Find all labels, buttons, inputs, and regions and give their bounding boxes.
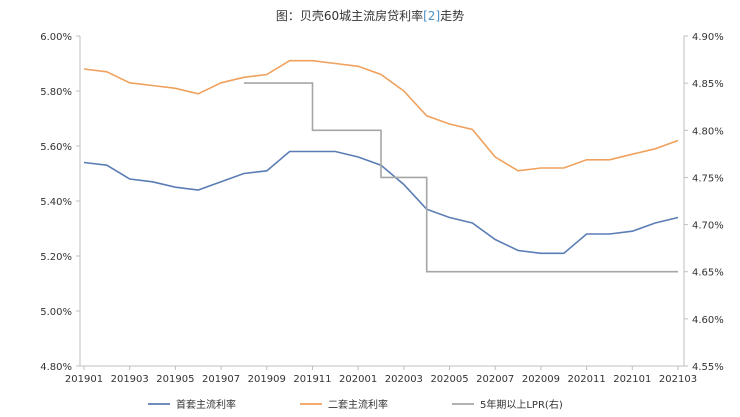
x-tick-label: 202103 (659, 374, 697, 385)
y-left-tick-label: 5.80% (40, 87, 72, 98)
series-line-2 (83, 59, 679, 172)
y-right-tick-label: 4.55% (692, 362, 724, 373)
chart-title: 图：贝壳60城主流房贷利率[2]走势 (276, 8, 464, 23)
legend-label-1: 首套主流利率 (176, 398, 236, 411)
x-tick-label: 202011 (568, 374, 606, 385)
y-left-tick-label: 6.00% (40, 32, 72, 43)
y-left-tick-label: 5.60% (40, 142, 72, 153)
chart-title-suffix: 走势 (440, 9, 464, 23)
x-tick-label: 201907 (202, 374, 240, 385)
chart-title-main: 图：贝壳60城主流房贷利率 (276, 8, 423, 23)
y-left-tick-label: 5.20% (40, 252, 72, 263)
x-tick-label: 202007 (476, 374, 514, 385)
y-left-tick-label: 5.00% (40, 307, 72, 318)
x-tick-label: 201901 (65, 374, 103, 385)
x-tick-label: 202005 (430, 374, 468, 385)
series-line-3 (243, 82, 678, 273)
y-right-tick-label: 4.75% (692, 173, 724, 184)
x-tick-label: 202003 (385, 374, 423, 385)
y-right-tick-label: 4.70% (692, 221, 724, 232)
x-tick-label: 201903 (111, 374, 149, 385)
x-tick-label: 201911 (293, 374, 331, 385)
y-right-tick-label: 4.65% (692, 268, 724, 279)
svg-text:图：贝壳60城主流房贷利率[2]走势: 图：贝壳60城主流房贷利率[2]走势 (276, 8, 464, 23)
y-right-tick-label: 4.60% (692, 315, 724, 326)
legend: 首套主流利率 二套主流利率 5年期以上LPR(右) (148, 398, 563, 411)
y-right-tick-label: 4.90% (692, 32, 724, 43)
y-right-tick-label: 4.80% (692, 126, 724, 137)
chart-title-reference[interactable]: [2] (423, 9, 440, 23)
x-tick-label: 201909 (248, 374, 286, 385)
axes: 6.00% 5.80% 5.60% 5.40% 5.20% 5.00% 4.80% 4.90%… (40, 32, 724, 385)
x-tick-label: 202001 (339, 374, 377, 385)
y-left-tick-label: 5.40% (40, 197, 72, 208)
y-left-tick-label: 4.80% (40, 362, 72, 373)
series-layer (83, 59, 679, 273)
x-tick-label: 202009 (522, 374, 560, 385)
x-tick-label: 201905 (156, 374, 194, 385)
legend-label-2: 二套主流利率 (328, 398, 388, 411)
x-tick-label: 202101 (613, 374, 651, 385)
legend-label-3: 5年期以上LPR(右) (480, 398, 563, 411)
y-right-tick-label: 4.85% (692, 79, 724, 90)
